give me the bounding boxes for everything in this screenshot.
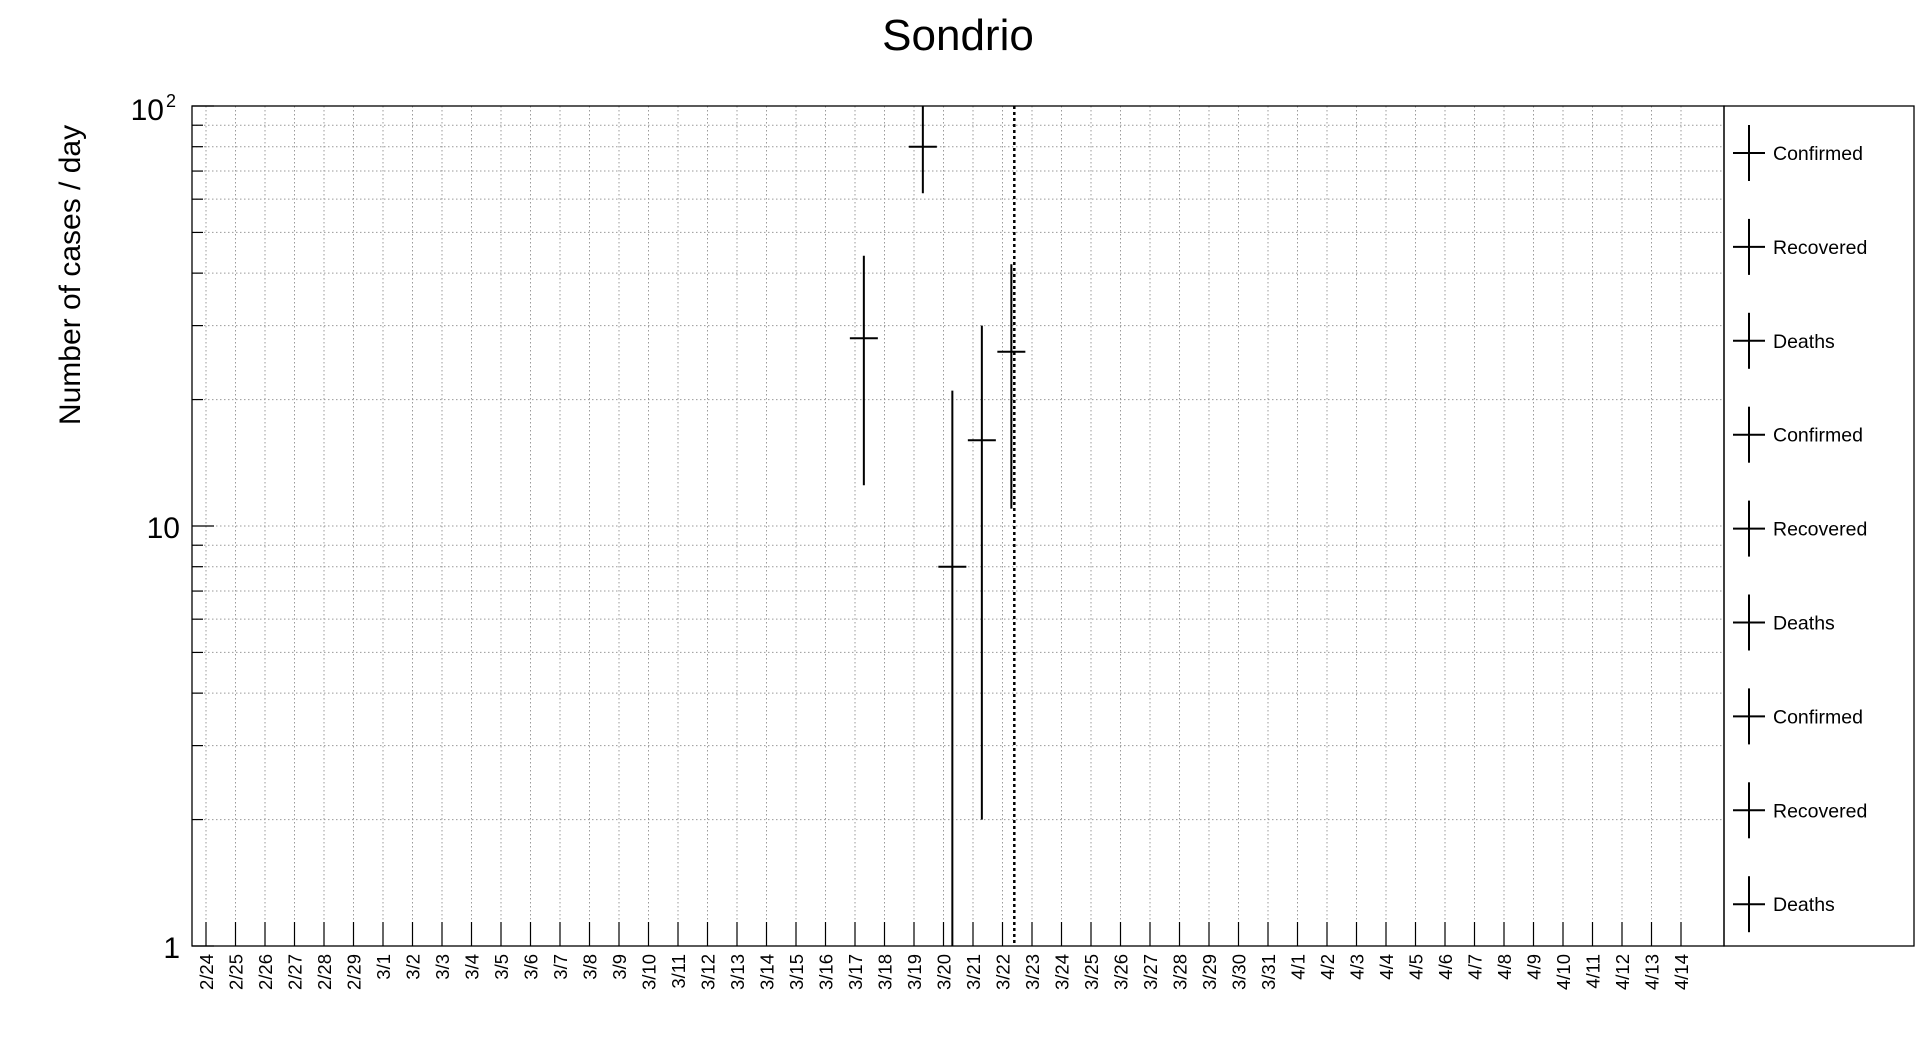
x-tick-label: 3/29 (1199, 954, 1220, 990)
plot-frame (191, 105, 1725, 947)
x-tick-label: 3/16 (816, 954, 837, 990)
legend-entry: Deaths (1733, 876, 1835, 933)
x-tick-label: 4/11 (1583, 954, 1604, 989)
x-tick-label: 3/6 (521, 954, 542, 980)
legend-label: Recovered (1773, 237, 1867, 259)
x-tick-label: 3/25 (1081, 954, 1102, 990)
x-tick-label: 4/4 (1376, 954, 1397, 980)
legend-entry: Recovered (1733, 218, 1867, 275)
legend: Confirmed Recovered Deaths Confirmed Recover… (1733, 125, 1867, 933)
x-tick-label: 3/19 (904, 954, 925, 990)
legend-label: Deaths (1773, 894, 1835, 916)
x-tick-label: 4/8 (1494, 954, 1515, 980)
x-tick-label: 3/18 (875, 954, 896, 990)
x-tick-label: 3/5 (491, 954, 512, 980)
legend-label: Deaths (1773, 331, 1835, 353)
x-tick-label: 3/31 (1258, 954, 1279, 990)
x-tick-label: 3/27 (1140, 954, 1161, 990)
x-tick-label: 3/3 (432, 954, 453, 980)
data-point (938, 390, 967, 946)
legend-entry: Confirmed (1733, 688, 1863, 745)
x-tick-label: 2/24 (196, 954, 217, 990)
chart-title: Sondrio (882, 11, 1034, 60)
legend-label: Confirmed (1773, 706, 1863, 728)
y-tick-label: 1 (163, 932, 180, 965)
x-tick-label: 3/2 (403, 954, 424, 980)
x-tick-label: 4/2 (1317, 954, 1338, 980)
data-points (849, 106, 1026, 946)
legend-frame (1723, 105, 1915, 947)
x-tick-label: 3/10 (639, 954, 660, 990)
x-tick-label: 3/20 (934, 954, 955, 990)
x-tick-label: 4/13 (1642, 954, 1663, 990)
x-tick-label: 4/7 (1465, 954, 1486, 980)
legend-entry: Confirmed (1733, 125, 1863, 181)
x-tick-label: 3/17 (845, 954, 866, 990)
x-tick-label: 3/24 (1052, 954, 1073, 990)
x-tick-label: 3/28 (1170, 954, 1191, 990)
x-tick-label: 4/5 (1406, 954, 1427, 980)
x-tick-label: 4/6 (1435, 954, 1456, 980)
x-tick-label: 4/9 (1524, 954, 1545, 980)
x-tick-label: 2/28 (314, 954, 335, 990)
x-tick-label: 3/1 (373, 954, 394, 980)
legend-label: Recovered (1773, 519, 1867, 541)
legend-entry: Recovered (1733, 500, 1867, 557)
x-tick-label: 3/14 (757, 954, 778, 990)
x-tick-label: 4/3 (1347, 954, 1368, 980)
x-tick-label: 3/15 (786, 954, 807, 990)
grid (192, 105, 1724, 947)
x-tick-label: 3/11 (668, 954, 689, 989)
x-tick-label: 3/21 (963, 954, 984, 990)
data-point (997, 264, 1026, 509)
y-tick-label-exponent: 2 (166, 91, 176, 111)
x-tick-label: 3/7 (550, 954, 571, 980)
x-tick-label: 4/14 (1671, 954, 1692, 990)
legend-label: Confirmed (1773, 425, 1863, 447)
data-point (967, 325, 996, 820)
legend-label: Confirmed (1773, 143, 1863, 165)
x-tick-label: 2/26 (255, 954, 276, 990)
x-tick-label: 3/23 (1022, 954, 1043, 990)
x-tick-label: 4/10 (1553, 954, 1574, 990)
x-tick-label: 3/22 (993, 954, 1014, 990)
x-tick-label: 3/26 (1111, 954, 1132, 990)
y-tick-label: 10 (131, 94, 164, 127)
legend-entry: Recovered (1733, 782, 1867, 839)
x-tick-label: 3/12 (698, 954, 719, 990)
y-tick-label: 10 (147, 512, 180, 545)
data-point (849, 255, 878, 486)
x-tick-label: 2/27 (285, 954, 306, 990)
legend-entry: Confirmed (1733, 406, 1863, 463)
x-tick-label: 2/25 (226, 954, 247, 990)
data-point (908, 106, 937, 194)
x-tick-label: 4/1 (1288, 954, 1309, 980)
x-tick-label: 3/30 (1229, 954, 1250, 990)
y-axis-label: Number of cases / day (54, 125, 87, 425)
legend-label: Deaths (1773, 613, 1835, 635)
legend-entry: Deaths (1733, 312, 1835, 369)
x-tick-label: 4/12 (1612, 954, 1633, 990)
x-tick-label: 2/29 (344, 954, 365, 990)
x-tick-label: 3/4 (462, 954, 483, 980)
x-tick-label: 3/13 (727, 954, 748, 990)
legend-label: Recovered (1773, 800, 1867, 822)
legend-entry: Deaths (1733, 594, 1835, 651)
x-tick-label: 3/8 (580, 954, 601, 980)
x-tick-label: 3/9 (609, 954, 630, 980)
